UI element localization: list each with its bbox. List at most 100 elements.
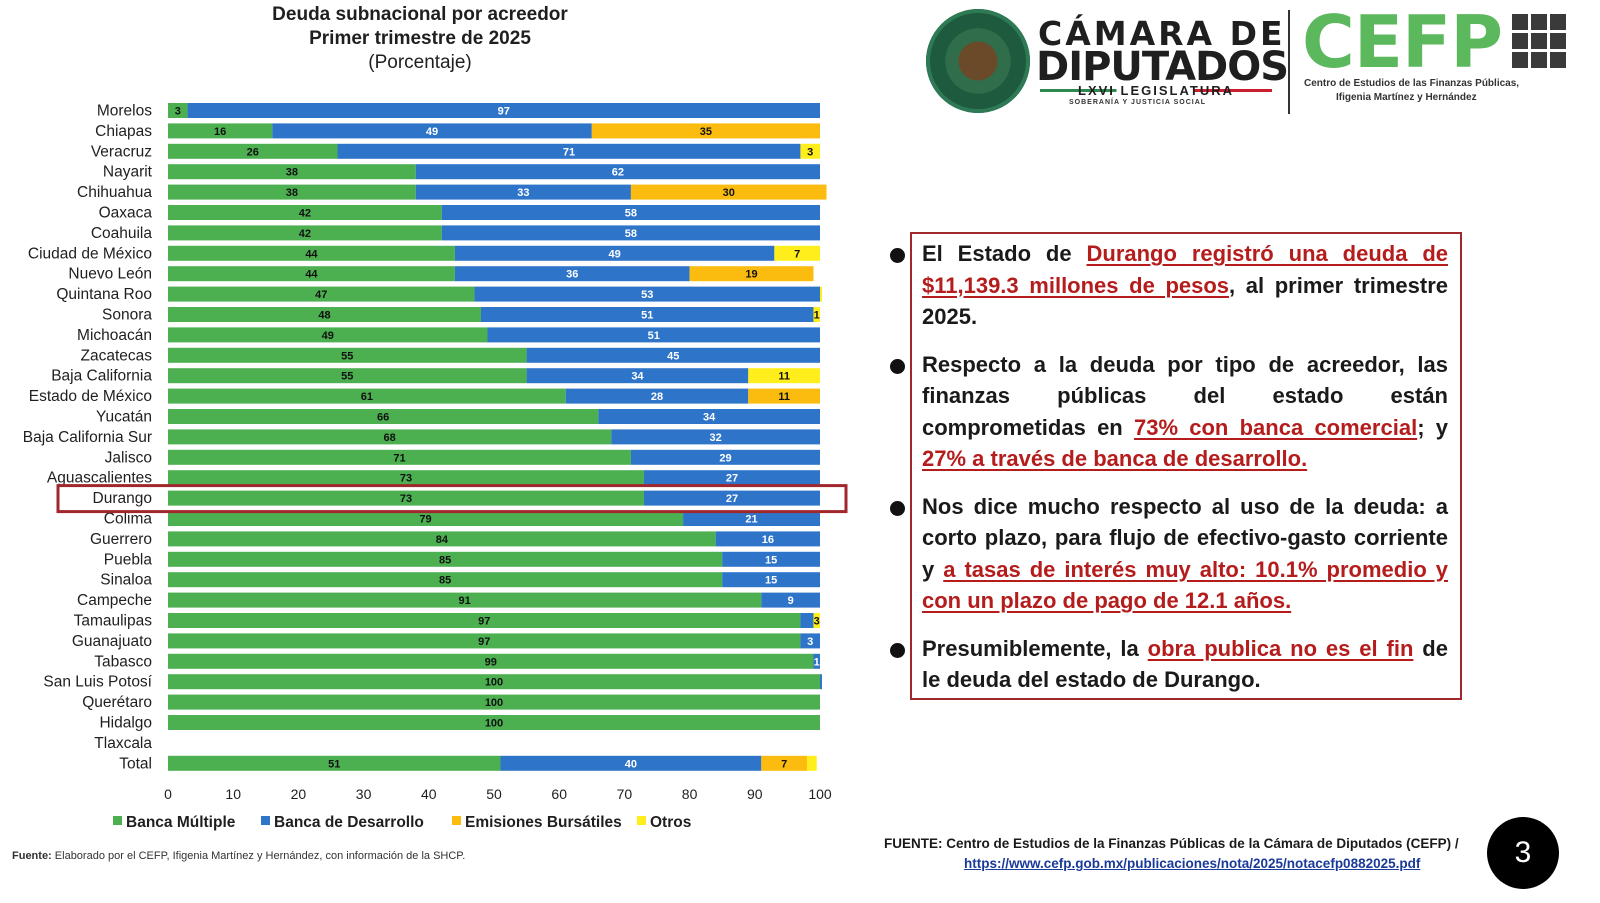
value-label-total-emisiones-bursatiles: 7: [781, 758, 787, 770]
value-label-quintana-roo-banca-multiple: 47: [315, 289, 327, 301]
value-label-sinaloa-banca-multiple: 85: [439, 575, 451, 587]
legend: Banca Múltiple Banca de Desarrollo Emision…: [113, 814, 691, 831]
summary-box: El Estado de Durango registró una deuda …: [890, 232, 1462, 700]
value-label-chiapas-banca-de-desarrollo: 49: [426, 126, 438, 138]
x-tick-label-10: 10: [225, 786, 241, 802]
value-label-jalisco-banca-multiple: 71: [393, 452, 405, 464]
value-label-jalisco-banca-de-desarrollo: 29: [719, 452, 731, 464]
footer-source-link[interactable]: https://www.cefp.gob.mx/publicaciones/no…: [964, 856, 1421, 871]
value-label-nayarit-banca-multiple: 38: [286, 167, 298, 179]
value-label-estado-de-mexico-banca-de-desarrollo: 28: [651, 391, 663, 403]
value-label-colima-banca-de-desarrollo: 21: [745, 514, 757, 526]
camara-title-line1: CÁMARA DE: [1038, 14, 1286, 53]
category-label-san-luis-potosi: San Luis Potosí: [43, 674, 152, 691]
bar-chiapas-emisiones-bursatiles: [591, 123, 820, 139]
bar-guerrero-banca-multiple: [168, 531, 716, 547]
value-label-nuevo-leon-banca-multiple: 44: [305, 269, 318, 281]
value-label-puebla-banca-multiple: 85: [439, 554, 451, 566]
value-label-colima-banca-multiple: 79: [419, 514, 431, 526]
bar-baja-california-sur-banca-de-desarrollo: [611, 429, 820, 445]
bar-baja-california-banca-multiple: [168, 368, 527, 384]
x-tick-label-40: 40: [421, 786, 437, 802]
bar-sonora-banca-multiple: [168, 307, 481, 322]
value-label-chiapas-emisiones-bursatiles: 35: [700, 126, 712, 138]
value-label-chihuahua-emisiones-bursatiles: 30: [723, 187, 735, 199]
value-label-zacatecas-banca-multiple: 55: [341, 350, 353, 362]
value-label-chihuahua-banca-de-desarrollo: 33: [517, 187, 529, 199]
category-label-puebla: Puebla: [104, 551, 153, 568]
highlighted-text: Durango registró una deuda de $11,139.3 …: [922, 241, 1448, 298]
value-label-ciudad-de-mexico-banca-multiple: 44: [305, 248, 318, 260]
value-label-aguascalientes-banca-multiple: 73: [400, 473, 412, 485]
bar-baja-california-otros: [748, 368, 820, 384]
bar-tabasco-banca-de-desarrollo: [813, 653, 820, 669]
bar-aguascalientes-banca-multiple: [168, 470, 644, 486]
camara-title-line2: DIPUTADOS: [1036, 44, 1289, 90]
bar-colima-banca-de-desarrollo: [683, 511, 820, 526]
bar-queretaro-banca-multiple: [168, 694, 820, 710]
bar-oaxaca-banca-de-desarrollo: [441, 205, 820, 220]
bar-total-banca-de-desarrollo: [500, 755, 762, 771]
legend-label-banca-multiple: Banca Múltiple: [126, 814, 236, 831]
bullet-dot-icon: [890, 500, 905, 516]
value-label-tabasco-banca-de-desarrollo: 1: [814, 656, 820, 668]
bullet-dot-icon: [890, 248, 905, 263]
value-label-baja-california-sur-banca-de-desarrollo: 32: [710, 432, 722, 444]
value-label-baja-california-sur-banca-multiple: 68: [384, 432, 396, 444]
x-tick-label-50: 50: [486, 786, 502, 802]
x-tick-label-80: 80: [682, 786, 698, 802]
bar-zacatecas-banca-de-desarrollo: [526, 347, 820, 363]
bar-chiapas-banca-de-desarrollo: [272, 123, 592, 139]
page-number: 3: [1487, 817, 1559, 889]
camara-legislatura: LXVI LEGISLATURA: [1078, 83, 1234, 98]
bar-nayarit-banca-multiple: [168, 164, 416, 180]
chart-subtitle: Primer trimestre de 2025: [309, 28, 531, 49]
category-label-aguascalientes: Aguascalientes: [47, 470, 152, 487]
cefp-subtitle-2: Ifigenia Martínez y Hernández: [1336, 92, 1477, 103]
legend-swatch-otros: [637, 816, 646, 825]
value-label-morelos-banca-de-desarrollo: 97: [498, 106, 510, 118]
bar-guerrero-banca-de-desarrollo: [715, 531, 820, 547]
bullet-text: El Estado de: [922, 241, 1087, 266]
bar-tamaulipas-otros: [813, 613, 820, 628]
mexico-seal-icon: [926, 9, 1030, 113]
bar-ciudad-de-mexico-otros: [774, 245, 820, 261]
value-label-yucatan-banca-multiple: 66: [377, 412, 389, 424]
footer-source: FUENTE: Centro de Estudios de la Finanza…: [884, 836, 1459, 851]
category-label-estado-de-mexico: Estado de México: [29, 388, 152, 405]
bar-durango-banca-de-desarrollo: [643, 490, 820, 506]
value-label-campeche-banca-de-desarrollo: 9: [788, 595, 794, 607]
value-label-baja-california-banca-de-desarrollo: 34: [631, 371, 644, 383]
value-label-nayarit-banca-de-desarrollo: 62: [612, 167, 624, 179]
category-label-chiapas: Chiapas: [95, 123, 152, 140]
logo-divider: [1288, 10, 1290, 114]
value-label-sonora-banca-de-desarrollo: 51: [641, 310, 653, 322]
x-tick-label-100: 100: [808, 786, 832, 802]
value-label-veracruz-banca-multiple: 26: [247, 146, 259, 158]
value-label-guerrero-banca-multiple: 84: [436, 534, 449, 546]
category-label-hidalgo: Hidalgo: [99, 715, 152, 732]
value-label-estado-de-mexico-emisiones-bursatiles: 11: [778, 391, 790, 403]
bullet-text: , al primer trimestre 2025.: [922, 272, 1448, 330]
bar-campeche-banca-multiple: [168, 592, 762, 608]
cefp-logo-text: CEFP: [1302, 0, 1503, 84]
category-label-nayarit: Nayarit: [103, 164, 153, 181]
category-label-morelos: Morelos: [97, 103, 152, 120]
bar-chihuahua-emisiones-bursatiles: [630, 184, 827, 200]
bar-tabasco-banca-multiple: [168, 653, 814, 669]
x-tick-label-20: 20: [291, 786, 307, 802]
category-label-tabasco: Tabasco: [94, 653, 152, 670]
bar-veracruz-otros: [800, 143, 820, 159]
value-label-nuevo-leon-banca-de-desarrollo: 36: [566, 269, 578, 281]
cefp-subtitle-1: Centro de Estudios de las Finanzas Públi…: [1304, 78, 1520, 89]
bar-puebla-banca-de-desarrollo: [722, 551, 820, 567]
chart-unit-label: (Porcentaje): [368, 52, 472, 73]
value-label-sonora-banca-multiple: 48: [318, 310, 330, 322]
value-label-michoacan-banca-multiple: 49: [322, 330, 334, 342]
bar-chihuahua-banca-de-desarrollo: [415, 184, 631, 200]
value-label-quintana-roo-banca-de-desarrollo: 53: [641, 289, 653, 301]
value-label-puebla-banca-de-desarrollo: 15: [765, 554, 777, 566]
x-axis: 0 10 20 30 40 50 60 70 80 90 100: [164, 786, 832, 802]
category-label-baja-california-sur: Baja California Sur: [23, 429, 152, 446]
legend-label-banca-de-desarrollo: Banca de Desarrollo: [274, 814, 424, 831]
